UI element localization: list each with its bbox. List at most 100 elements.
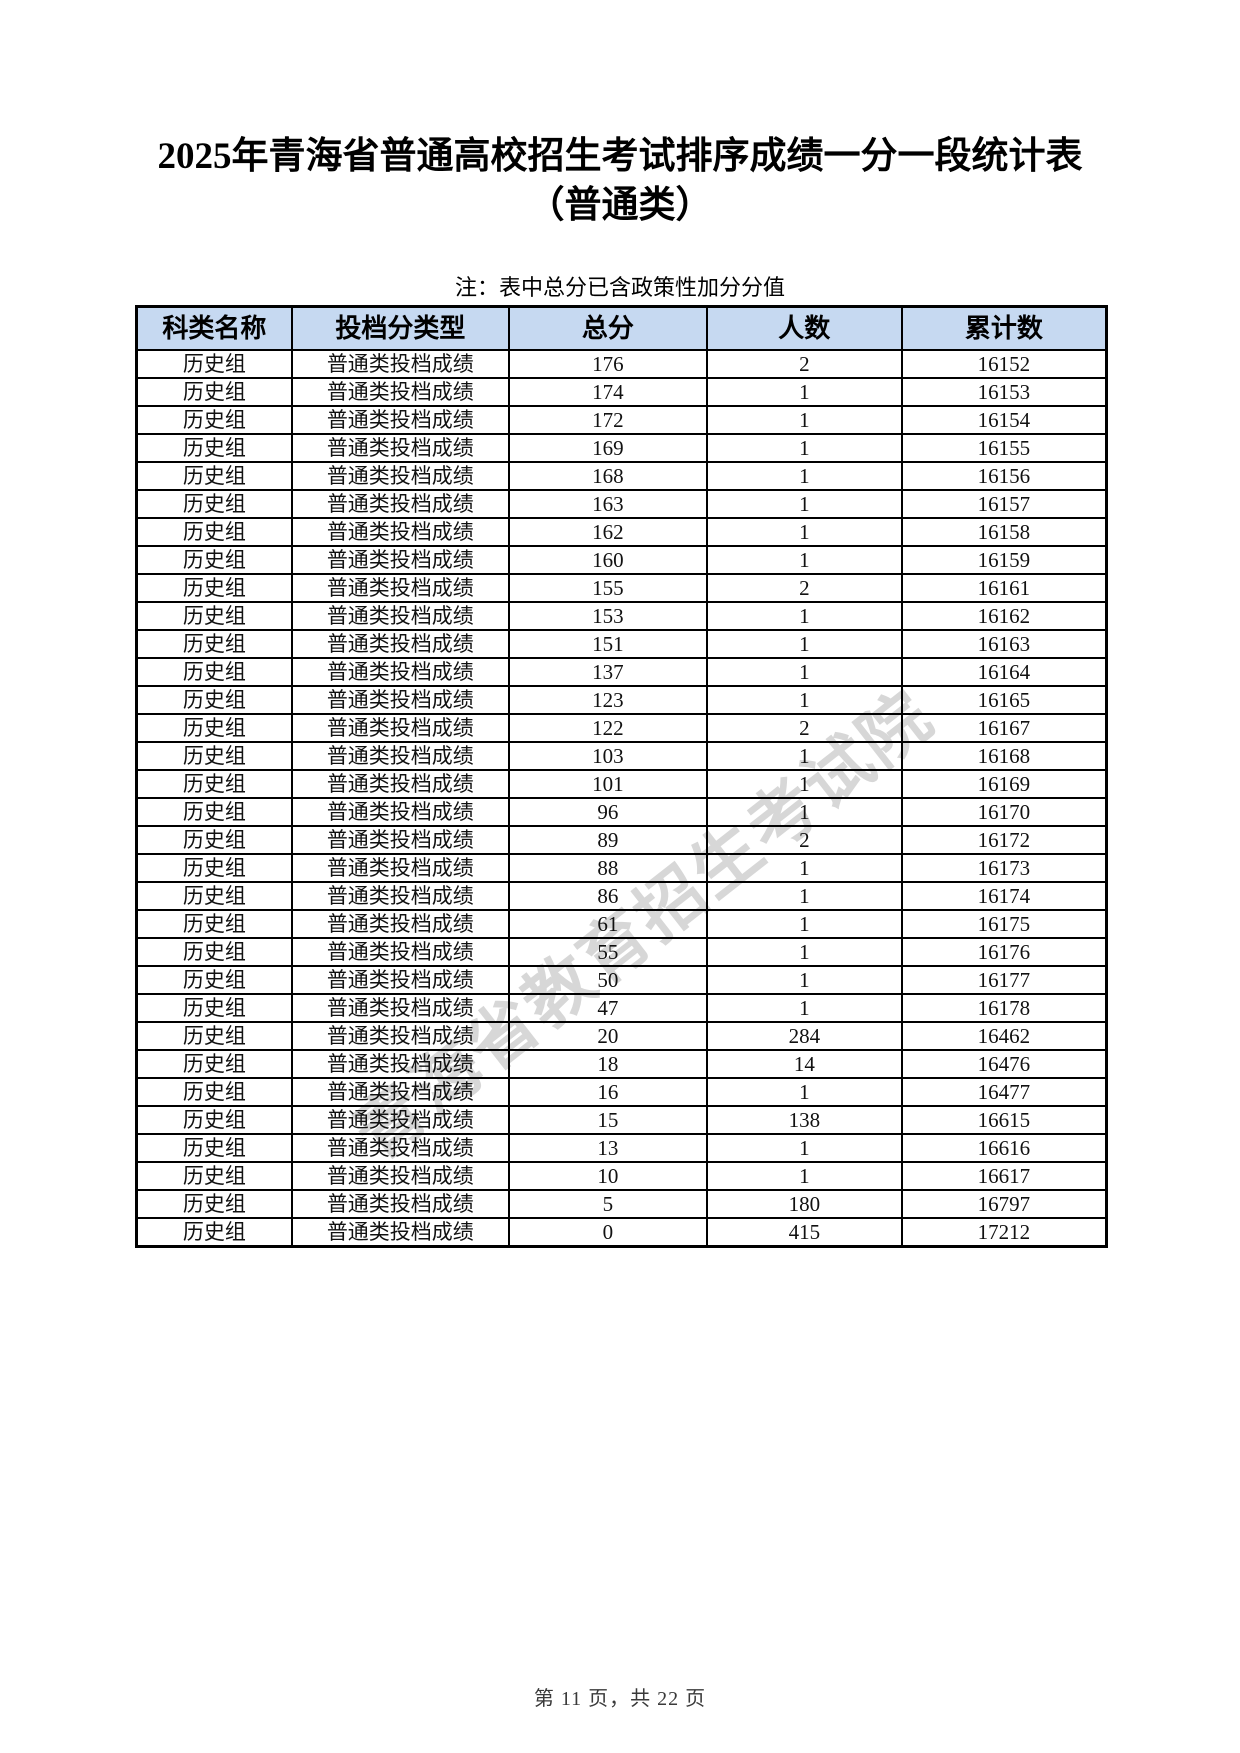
table-row: 历史组 普通类投档成绩 155 2 16161	[135, 573, 1108, 603]
cell-score-type: 普通类投档成绩	[290, 349, 510, 379]
cell-score-type: 普通类投档成绩	[290, 1217, 510, 1248]
table-row: 历史组 普通类投档成绩 55 1 16176	[135, 937, 1108, 967]
cell-cumulative: 16178	[900, 993, 1108, 1023]
cell-count: 1	[705, 797, 903, 827]
cell-category: 历史组	[135, 685, 293, 715]
cell-category: 历史组	[135, 713, 293, 743]
cell-count: 1	[705, 853, 903, 883]
header-count: 人数	[705, 305, 903, 351]
cell-count: 1	[705, 517, 903, 547]
cell-score-type: 普通类投档成绩	[290, 629, 510, 659]
cell-count: 1	[705, 1161, 903, 1191]
cell-score-type: 普通类投档成绩	[290, 853, 510, 883]
cell-score-type: 普通类投档成绩	[290, 545, 510, 575]
cell-cumulative: 16152	[900, 349, 1108, 379]
cell-count: 1	[705, 377, 903, 407]
cell-total-score: 13	[507, 1133, 708, 1163]
cell-count: 1	[705, 489, 903, 519]
cell-count: 1	[705, 601, 903, 631]
cell-cumulative: 16157	[900, 489, 1108, 519]
header-cumulative: 累计数	[900, 305, 1108, 351]
cell-total-score: 172	[507, 405, 708, 435]
cell-category: 历史组	[135, 1133, 293, 1163]
table-row: 历史组 普通类投档成绩 137 1 16164	[135, 657, 1108, 687]
cell-count: 1	[705, 433, 903, 463]
cell-category: 历史组	[135, 1049, 293, 1079]
cell-category: 历史组	[135, 797, 293, 827]
table-row: 历史组 普通类投档成绩 153 1 16162	[135, 601, 1108, 631]
table-row: 历史组 普通类投档成绩 162 1 16158	[135, 517, 1108, 547]
cell-score-type: 普通类投档成绩	[290, 769, 510, 799]
cell-cumulative: 16477	[900, 1077, 1108, 1107]
cell-score-type: 普通类投档成绩	[290, 937, 510, 967]
cell-total-score: 174	[507, 377, 708, 407]
cell-total-score: 169	[507, 433, 708, 463]
cell-total-score: 137	[507, 657, 708, 687]
cell-cumulative: 16153	[900, 377, 1108, 407]
cell-category: 历史组	[135, 965, 293, 995]
cell-total-score: 0	[507, 1217, 708, 1248]
cell-count: 1	[705, 629, 903, 659]
cell-count: 1	[705, 545, 903, 575]
cell-score-type: 普通类投档成绩	[290, 685, 510, 715]
cell-category: 历史组	[135, 573, 293, 603]
cell-cumulative: 16154	[900, 405, 1108, 435]
table-row: 历史组 普通类投档成绩 61 1 16175	[135, 909, 1108, 939]
table-row: 历史组 普通类投档成绩 122 2 16167	[135, 713, 1108, 743]
page-title: 2025年青海省普通高校招生考试排序成绩一分一段统计表 （普通类）	[0, 132, 1240, 230]
cell-cumulative: 16162	[900, 601, 1108, 631]
table-row: 历史组 普通类投档成绩 18 14 16476	[135, 1049, 1108, 1079]
cell-cumulative: 16462	[900, 1021, 1108, 1051]
cell-score-type: 普通类投档成绩	[290, 517, 510, 547]
cell-count: 415	[705, 1217, 903, 1248]
cell-total-score: 89	[507, 825, 708, 855]
cell-category: 历史组	[135, 545, 293, 575]
cell-category: 历史组	[135, 909, 293, 939]
cell-count: 284	[705, 1021, 903, 1051]
cell-cumulative: 16174	[900, 881, 1108, 911]
cell-cumulative: 16170	[900, 797, 1108, 827]
cell-total-score: 61	[507, 909, 708, 939]
cell-category: 历史组	[135, 881, 293, 911]
table-row: 历史组 普通类投档成绩 168 1 16156	[135, 461, 1108, 491]
table-row: 历史组 普通类投档成绩 169 1 16155	[135, 433, 1108, 463]
cell-count: 180	[705, 1189, 903, 1219]
cell-category: 历史组	[135, 825, 293, 855]
cell-category: 历史组	[135, 1105, 293, 1135]
cell-cumulative: 16155	[900, 433, 1108, 463]
table-row: 历史组 普通类投档成绩 123 1 16165	[135, 685, 1108, 715]
page-footer: 第 11 页，共 22 页	[533, 1688, 707, 1710]
cell-total-score: 162	[507, 517, 708, 547]
cell-category: 历史组	[135, 1021, 293, 1051]
cell-score-type: 普通类投档成绩	[290, 601, 510, 631]
table-row: 历史组 普通类投档成绩 5 180 16797	[135, 1189, 1108, 1219]
cell-cumulative: 16165	[900, 685, 1108, 715]
cell-category: 历史组	[135, 433, 293, 463]
cell-cumulative: 16617	[900, 1161, 1108, 1191]
cell-category: 历史组	[135, 517, 293, 547]
table-row: 历史组 普通类投档成绩 10 1 16617	[135, 1161, 1108, 1191]
cell-cumulative: 16616	[900, 1133, 1108, 1163]
table-header-row: 科类名称 投档分类型 总分 人数 累计数	[135, 305, 1108, 351]
cell-score-type: 普通类投档成绩	[290, 377, 510, 407]
cell-score-type: 普通类投档成绩	[290, 965, 510, 995]
cell-count: 1	[705, 685, 903, 715]
cell-category: 历史组	[135, 349, 293, 379]
cell-total-score: 86	[507, 881, 708, 911]
cell-category: 历史组	[135, 601, 293, 631]
cell-count: 1	[705, 1077, 903, 1107]
cell-total-score: 88	[507, 853, 708, 883]
cell-count: 14	[705, 1049, 903, 1079]
cell-category: 历史组	[135, 937, 293, 967]
cell-score-type: 普通类投档成绩	[290, 433, 510, 463]
cell-cumulative: 16797	[900, 1189, 1108, 1219]
cell-score-type: 普通类投档成绩	[290, 405, 510, 435]
cell-count: 138	[705, 1105, 903, 1135]
cell-category: 历史组	[135, 489, 293, 519]
cell-cumulative: 16169	[900, 769, 1108, 799]
cell-category: 历史组	[135, 657, 293, 687]
cell-score-type: 普通类投档成绩	[290, 909, 510, 939]
cell-total-score: 155	[507, 573, 708, 603]
table-row: 历史组 普通类投档成绩 20 284 16462	[135, 1021, 1108, 1051]
cell-category: 历史组	[135, 741, 293, 771]
